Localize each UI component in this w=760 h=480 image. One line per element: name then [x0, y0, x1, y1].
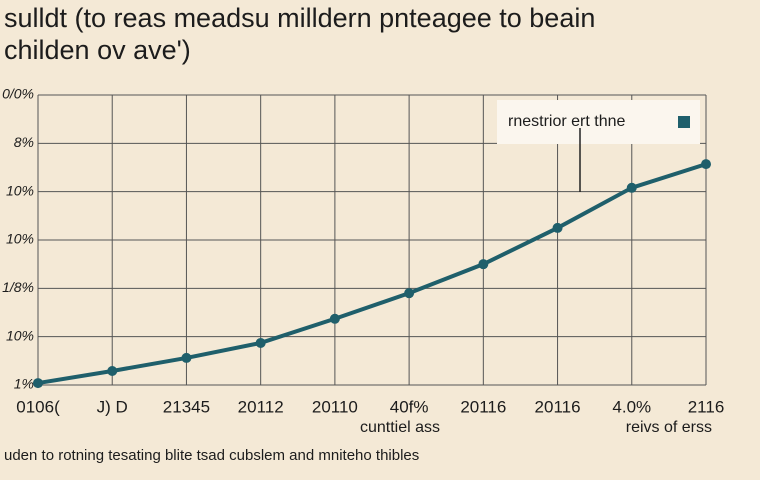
point [255, 337, 266, 348]
y-tick-label: 10% [6, 327, 34, 343]
point [478, 259, 489, 270]
y-tick-label: 1/8% [2, 279, 34, 295]
point [404, 288, 415, 299]
y-tick-label: 1% [14, 376, 34, 392]
x-tick-label: 2116 [688, 397, 725, 416]
legend-box [497, 100, 700, 144]
point [329, 313, 340, 324]
point [626, 182, 637, 193]
chart-title: childen ov ave') [4, 35, 191, 65]
y-tick-label: 8% [14, 134, 34, 150]
point [701, 159, 711, 170]
point [181, 352, 192, 363]
footer: uden to rotning tesating blite tsad cubs… [4, 447, 419, 464]
x-tick-label: 20112 [238, 397, 284, 416]
x-tick-label: 20116 [460, 397, 506, 416]
x-tick-label: 0106( [16, 397, 60, 416]
x-tick-label: 21345 [163, 397, 210, 416]
y-tick-label: 10% [6, 182, 34, 198]
x-tick-label: 20110 [312, 397, 358, 416]
y-tick-label: 10% [6, 231, 34, 247]
y-tick-label: 0/0% [2, 86, 34, 102]
x-tick-label: 20116 [535, 397, 581, 416]
x-tick-label: 4.0% [612, 397, 651, 416]
legend-swatch [678, 116, 690, 128]
x-axis-label: cunttiel ass [360, 419, 440, 436]
chart-title: sulldt (to reas meadsu milldern pnteagee… [4, 3, 595, 33]
x-tick-label: J) D [97, 397, 128, 416]
x-axis-label: reivs of erss [626, 419, 712, 436]
point [107, 365, 118, 376]
legend-label: rnestrior ert thne [508, 113, 625, 130]
point [552, 222, 563, 233]
line [37, 162, 707, 386]
x-tick-label: 40f% [390, 397, 429, 416]
point [33, 378, 43, 389]
